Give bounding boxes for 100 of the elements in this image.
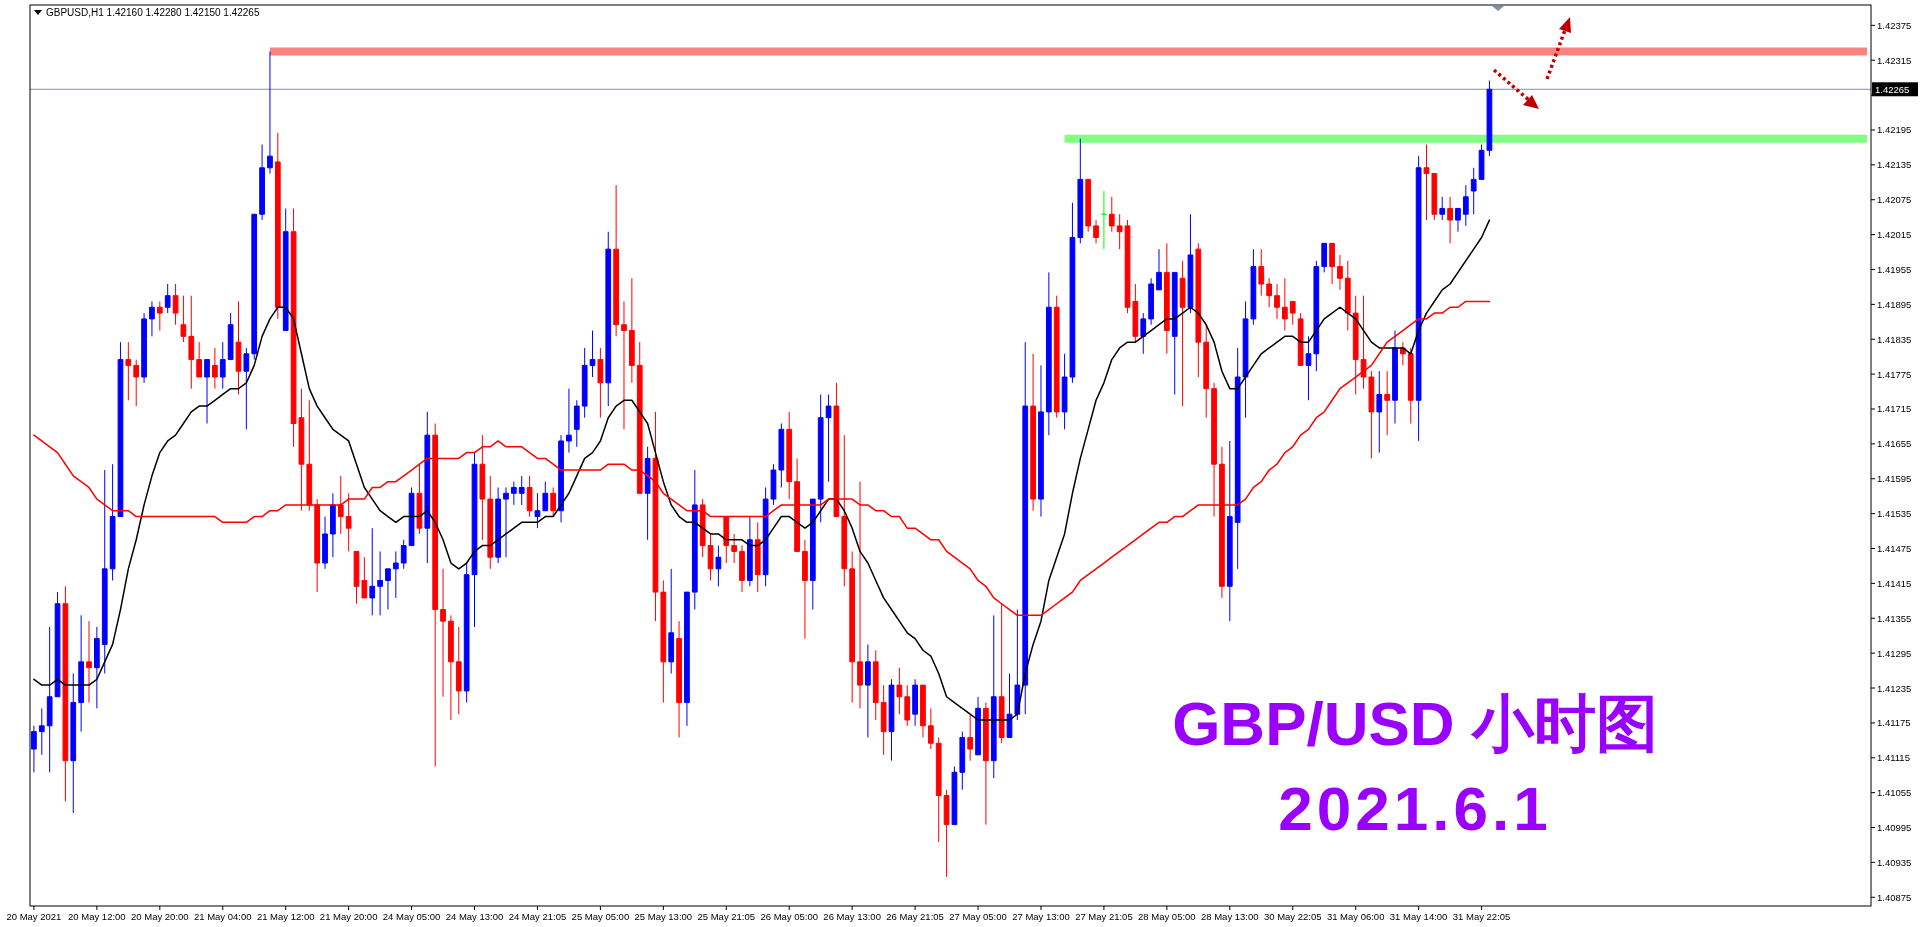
candlestick <box>1415 155 1422 442</box>
candlestick <box>1053 295 1060 419</box>
y-tick-label: 1.42135 <box>1877 159 1912 171</box>
candlestick <box>927 707 934 750</box>
candlestick <box>172 283 179 326</box>
x-tick-label: 27 May 13:00 <box>1012 911 1070 922</box>
x-tick-label: 26 May 05:00 <box>760 911 818 922</box>
candlestick <box>872 649 879 721</box>
candlestick <box>817 393 824 523</box>
candlestick <box>235 300 242 395</box>
candlestick <box>487 475 494 570</box>
candlestick <box>896 667 903 715</box>
x-tick-label: 31 May 14:00 <box>1389 911 1448 922</box>
candlestick <box>660 579 667 704</box>
candlestick <box>1258 248 1265 297</box>
y-tick-label: 1.42195 <box>1877 124 1912 136</box>
x-tick-label: 30 May 22:05 <box>1263 911 1322 922</box>
y-tick-label: 1.42075 <box>1877 194 1912 206</box>
text: 2021.6.1 <box>1278 774 1552 843</box>
candlestick <box>1164 242 1170 355</box>
y-tick-label: 1.41415 <box>1877 577 1912 589</box>
x-tick-label: 27 May 21:05 <box>1075 911 1133 922</box>
candlestick <box>715 545 722 587</box>
candlestick <box>46 626 53 773</box>
candlestick <box>684 591 690 727</box>
candlestick <box>448 614 454 721</box>
candlestick <box>510 481 517 506</box>
candlestick <box>691 469 698 611</box>
candlestick <box>62 585 69 802</box>
y-tick-label: 1.41475 <box>1877 543 1912 555</box>
candlestick <box>581 347 588 419</box>
annotation: GBPUSD,H1 1.42160 1.42280 1.42150 1.42265 <box>46 7 260 18</box>
x-tick-label: 24 May 21:05 <box>508 911 567 922</box>
candlestick <box>904 684 911 727</box>
candlestick <box>644 446 651 541</box>
candlestick <box>1077 138 1084 244</box>
candlestick <box>1219 446 1225 599</box>
candlestick <box>1313 260 1320 372</box>
candlestick <box>1108 196 1115 233</box>
candlestick <box>542 481 549 512</box>
candlestick <box>133 359 140 407</box>
candlestick <box>754 521 761 593</box>
y-tick-label: 1.41055 <box>1877 787 1912 799</box>
y-tick-label: 1.41715 <box>1877 403 1912 415</box>
candlestick <box>424 411 431 564</box>
candlestick <box>463 562 470 704</box>
candlestick <box>1101 190 1107 250</box>
x-tick-label: 31 May 22:05 <box>1452 911 1511 922</box>
candlestick <box>31 725 37 773</box>
candlestick <box>377 550 383 616</box>
candlestick <box>1392 330 1398 425</box>
candlestick <box>566 388 572 454</box>
candlestick <box>1266 277 1272 308</box>
candlestick <box>400 539 407 570</box>
candlestick <box>589 330 596 378</box>
candlestick <box>1447 196 1453 244</box>
candlestick <box>495 486 501 564</box>
candlestick <box>1116 213 1123 250</box>
candlestick <box>1179 260 1186 407</box>
candlestick <box>629 277 635 384</box>
candlestick <box>621 300 627 430</box>
candlestick <box>1226 440 1233 622</box>
candlestick <box>330 492 336 558</box>
candlestick <box>841 434 848 587</box>
candlestick <box>204 359 210 425</box>
y-tick-label: 1.40875 <box>1877 891 1912 903</box>
candlestick <box>251 213 258 361</box>
y-tick-label: 1.42375 <box>1877 19 1912 31</box>
candlestick <box>865 643 871 738</box>
candlestick <box>1384 370 1391 436</box>
candlestick <box>723 516 730 564</box>
y-tick-label: 1.41895 <box>1877 298 1912 310</box>
candlestick <box>1030 353 1036 512</box>
candlestick <box>1321 242 1328 273</box>
x-tick-label: 26 May 13:00 <box>823 911 881 922</box>
y-tick-label: 1.42015 <box>1877 229 1912 241</box>
candlestick <box>1407 347 1414 425</box>
candlestick <box>920 684 926 738</box>
candlestick <box>912 678 918 727</box>
candlestick <box>636 341 643 494</box>
x-tick-label: 25 May 21:05 <box>697 911 756 922</box>
y-tick-label: 1.41355 <box>1877 612 1912 624</box>
y-tick-label: 1.41295 <box>1877 647 1912 659</box>
candlestick <box>825 393 832 483</box>
x-tick-label: 20 May 12:00 <box>68 911 126 922</box>
candlestick <box>943 789 950 878</box>
candlestick <box>70 672 77 814</box>
candlestick <box>699 498 706 558</box>
candlestick <box>156 300 163 332</box>
candlestick <box>385 568 391 611</box>
x-tick-label: 31 May 06:00 <box>1326 911 1385 922</box>
candlestick <box>1289 300 1296 326</box>
candlestick <box>282 207 289 332</box>
candlestick <box>392 550 399 599</box>
candlestick <box>1171 271 1178 395</box>
x-tick-label: 20 May 20:00 <box>131 911 189 922</box>
candlestick <box>1455 207 1461 233</box>
candlestick <box>518 475 525 506</box>
y-tick-label: 1.41835 <box>1877 333 1912 345</box>
x-tick-label: 28 May 05:00 <box>1138 911 1196 922</box>
